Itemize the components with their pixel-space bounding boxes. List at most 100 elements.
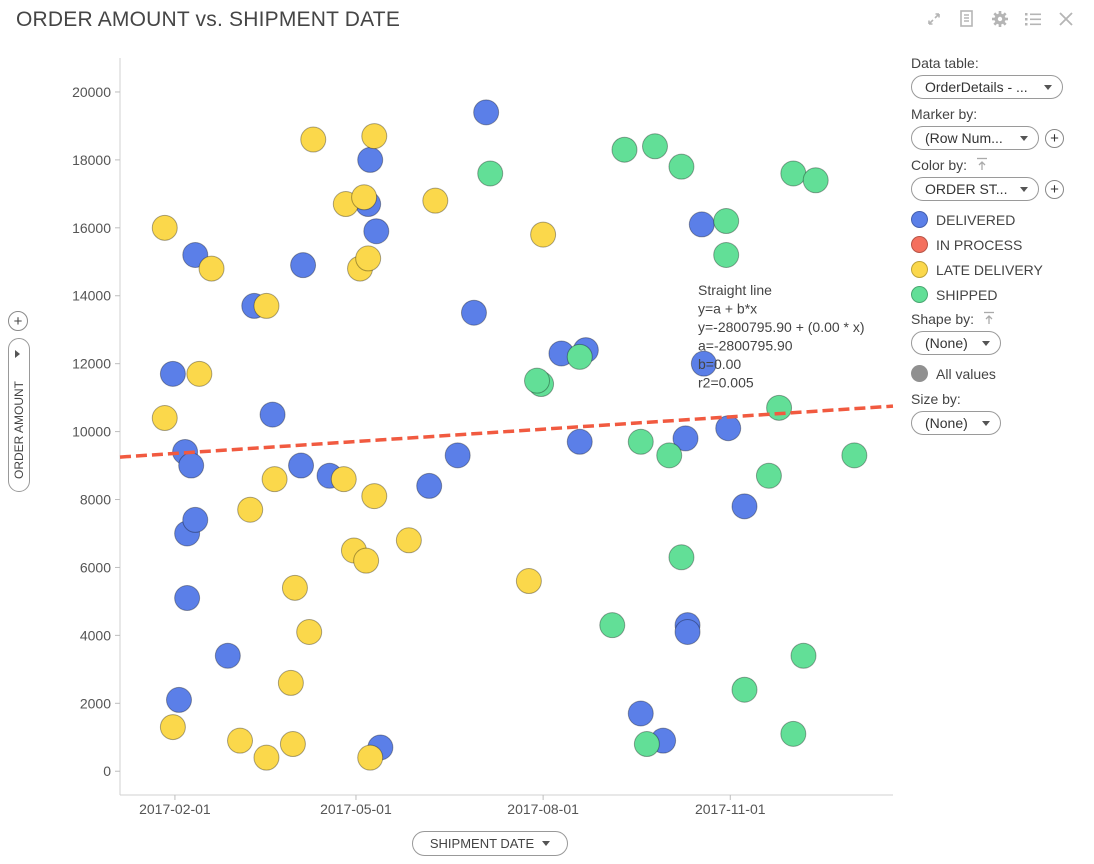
chevron-down-icon: [1044, 84, 1052, 90]
legend-swatch: [911, 236, 928, 253]
data-point-late-delivery: [277, 669, 304, 696]
fit-line-label: y=-2800795.90 + (0.00 * x): [698, 319, 865, 335]
fit-line: [119, 404, 894, 459]
data-table-dropdown[interactable]: OrderDetails - ...: [911, 75, 1063, 99]
data-point-late-delivery: [395, 527, 422, 554]
data-point-delivered: [165, 686, 192, 713]
data-table-heading: Data table:: [911, 55, 979, 71]
legend-item-shipped[interactable]: SHIPPED: [911, 282, 1086, 307]
data-point-shipped: [802, 167, 829, 194]
size-by-value: (None): [925, 415, 968, 431]
data-point-shipped: [841, 442, 868, 469]
all-values-item[interactable]: All values: [911, 361, 1086, 386]
data-point-delivered: [174, 585, 201, 612]
data-table-value: OrderDetails - ...: [925, 79, 1028, 95]
data-point-late-delivery: [361, 123, 388, 150]
legend-swatch: [911, 261, 928, 278]
x-tick-label: 2017-08-01: [507, 801, 579, 817]
y-axis-selector[interactable]: ORDER AMOUNT: [8, 338, 30, 492]
data-point-late-delivery: [281, 574, 308, 601]
data-point-shipped: [713, 208, 740, 235]
color-by-heading: Color by:: [911, 157, 968, 173]
data-point-delivered: [288, 452, 315, 479]
chevron-down-icon: [982, 340, 990, 346]
expand-icon[interactable]: [924, 9, 944, 29]
color-legend-list: DELIVERED IN PROCESS LATE DELIVERY SHIPPED: [911, 207, 1086, 307]
data-point-late-delivery: [237, 496, 264, 523]
data-point-late-delivery: [355, 245, 382, 272]
data-point-late-delivery: [300, 126, 327, 153]
data-point-late-delivery: [151, 405, 178, 432]
legend-item-delivered[interactable]: DELIVERED: [911, 207, 1086, 232]
data-point-delivered: [566, 428, 593, 455]
visualization-toolbar: [924, 9, 1076, 29]
data-point-delivered: [290, 252, 317, 279]
legend-label: IN PROCESS: [936, 236, 1023, 253]
legend-label: SHIPPED: [936, 286, 998, 303]
data-point-late-delivery: [151, 214, 178, 241]
x-axis-selector[interactable]: SHIPMENT DATE: [412, 831, 568, 856]
x-tick-label: 2017-05-01: [320, 801, 392, 817]
data-point-late-delivery: [296, 618, 323, 645]
y-tick-label: 8000: [80, 492, 111, 508]
x-axis-label: SHIPMENT DATE: [429, 836, 535, 851]
add-marker-by-button[interactable]: +: [1045, 128, 1064, 148]
data-point-delivered: [363, 218, 390, 245]
data-point-delivered: [416, 472, 443, 499]
add-color-by-button[interactable]: +: [1045, 179, 1064, 199]
data-point-delivered: [731, 493, 758, 520]
data-point-late-delivery: [261, 466, 288, 493]
data-point-delivered: [214, 642, 241, 669]
legend-swatch: [911, 211, 928, 228]
data-point-shipped: [780, 720, 807, 747]
data-point-late-delivery: [353, 547, 380, 574]
data-point-late-delivery: [159, 714, 186, 741]
shape-by-heading: Shape by:: [911, 311, 975, 327]
document-icon[interactable]: [957, 9, 977, 29]
data-point-late-delivery: [227, 727, 254, 754]
close-icon[interactable]: [1056, 9, 1076, 29]
data-point-shipped: [477, 160, 504, 187]
chevron-down-icon: [1020, 186, 1028, 192]
data-point-delivered: [690, 350, 717, 377]
chevron-down-icon: [542, 841, 551, 846]
y-tick-label: 4000: [80, 627, 111, 643]
data-point-late-delivery: [530, 221, 557, 248]
x-tick-label: 2017-02-01: [139, 801, 211, 817]
data-point-late-delivery: [515, 568, 542, 595]
data-point-shipped: [731, 676, 758, 703]
data-point-delivered: [473, 99, 500, 126]
data-point-shipped: [790, 642, 817, 669]
shape-by-value: (None): [925, 335, 968, 351]
data-point-shipped: [599, 612, 626, 639]
data-point-shipped: [633, 731, 660, 758]
data-point-shipped: [668, 153, 695, 180]
legend-item-late-delivery[interactable]: LATE DELIVERY: [911, 257, 1086, 282]
marker-by-dropdown[interactable]: (Row Num...: [911, 126, 1039, 150]
data-point-delivered: [444, 442, 471, 469]
list-icon[interactable]: [1023, 9, 1043, 29]
chevron-down-icon: [1020, 135, 1028, 141]
size-by-dropdown[interactable]: (None): [911, 411, 1001, 435]
data-point-late-delivery: [279, 731, 306, 758]
data-point-delivered: [357, 146, 384, 173]
data-point-late-delivery: [253, 744, 280, 771]
all-values-label: All values: [936, 365, 996, 382]
add-y-axis-button[interactable]: +: [8, 311, 28, 331]
sort-icon[interactable]: [982, 311, 996, 328]
y-tick-label: 20000: [72, 84, 111, 100]
data-point-shipped: [566, 343, 593, 370]
data-point-late-delivery: [361, 483, 388, 510]
legend-item-in-process[interactable]: IN PROCESS: [911, 232, 1086, 257]
data-point-shipped: [713, 241, 740, 268]
color-by-dropdown[interactable]: ORDER ST...: [911, 177, 1039, 201]
data-point-late-delivery: [253, 292, 280, 319]
shape-by-dropdown[interactable]: (None): [911, 331, 1001, 355]
data-point-shipped: [627, 428, 654, 455]
gear-icon[interactable]: [990, 9, 1010, 29]
data-point-shipped: [668, 544, 695, 571]
sort-icon[interactable]: [975, 157, 989, 174]
data-point-late-delivery: [422, 187, 449, 214]
data-point-shipped: [524, 367, 551, 394]
